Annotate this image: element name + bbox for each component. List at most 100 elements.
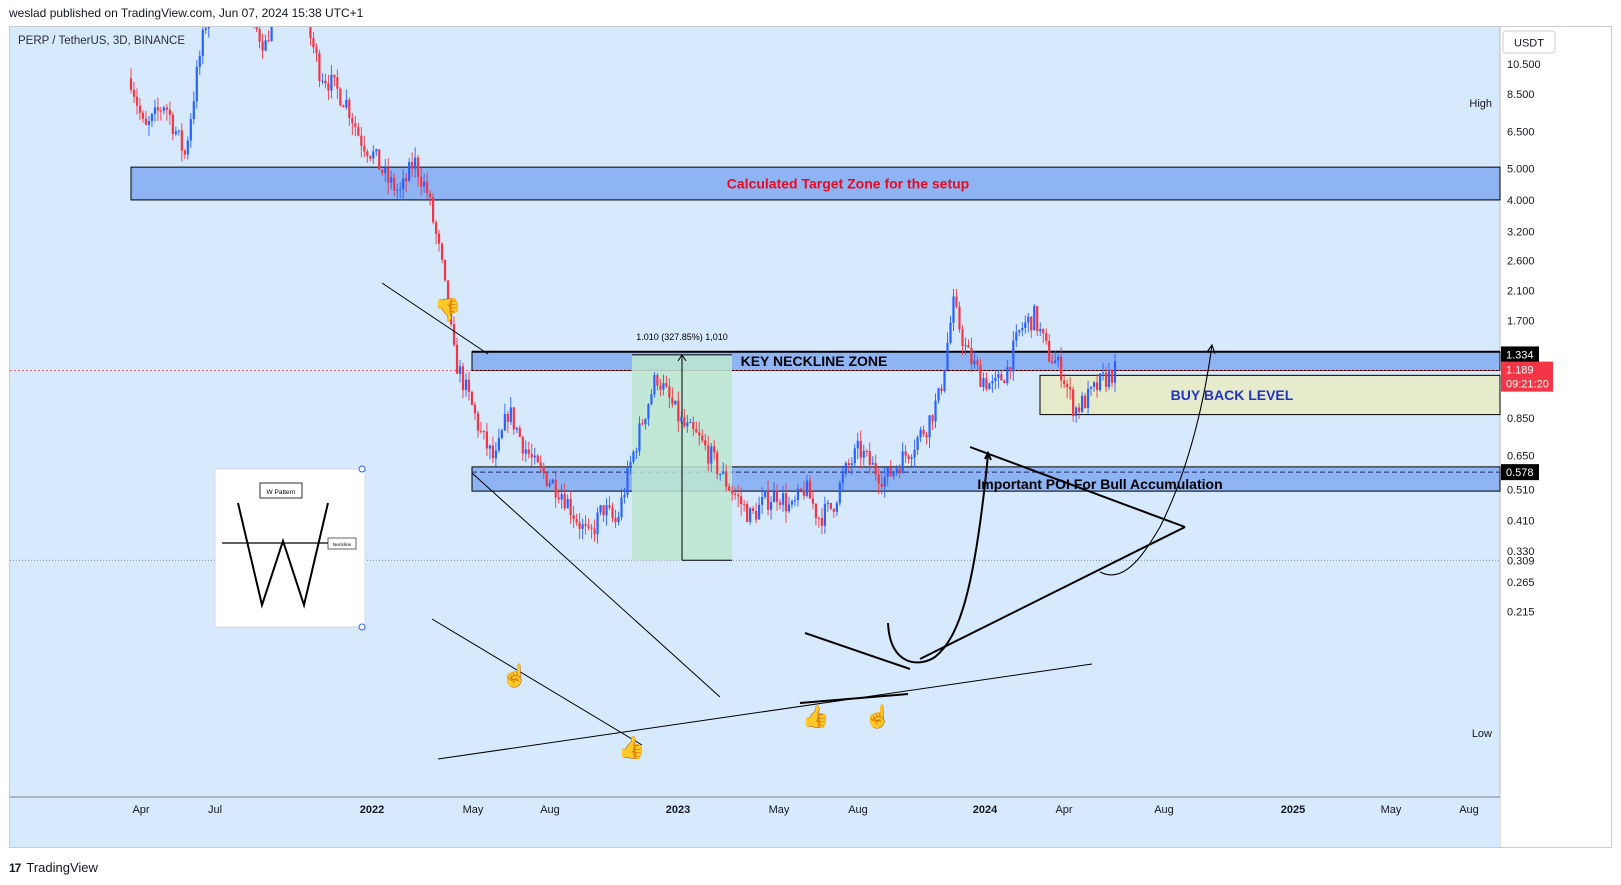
candle-body [787, 504, 791, 512]
candle-body [530, 454, 533, 458]
candle-body [823, 503, 826, 526]
candle-body [904, 451, 907, 456]
candle-body [964, 345, 967, 347]
candle-body [315, 47, 318, 54]
candle-body [390, 177, 393, 183]
candle-body [1039, 328, 1042, 332]
candle-body [850, 463, 853, 465]
currency-badge-box[interactable] [1502, 30, 1556, 54]
price-chart[interactable]: 1.010 (327.85%) 1,010 Calculated Target … [10, 27, 1612, 848]
candle-body [668, 386, 671, 398]
candle-body [710, 446, 713, 464]
buyback-label: BUY BACK LEVEL [1171, 387, 1294, 403]
w-pattern-inset[interactable]: W Pattern Neckline [214, 465, 366, 631]
candle-body [192, 101, 195, 120]
inset-neckline-label: Neckline [333, 542, 352, 548]
candle-body [324, 80, 327, 84]
candle-body [734, 493, 737, 495]
candle-body [180, 130, 183, 151]
candle-body [1057, 356, 1060, 361]
candle-body [458, 366, 462, 374]
candle-body [575, 518, 578, 523]
candle-body [467, 379, 471, 392]
candle-body [177, 130, 180, 132]
candle-body [581, 524, 584, 529]
candle-body [333, 74, 336, 78]
candle-body [757, 504, 761, 520]
candle-body [321, 80, 324, 82]
inset-handle-bottom[interactable] [358, 623, 366, 631]
candle-body [796, 488, 800, 501]
time-tick: May [1381, 804, 1402, 816]
candle-body [772, 490, 776, 503]
price-axis-panel[interactable] [1500, 27, 1612, 848]
time-axis: Apr Jul 2022 May Aug 2023 May Aug 2024 Apr Aug 2025… [132, 804, 1478, 816]
rounded-bottom-curve [887, 454, 989, 664]
candle-body [488, 445, 492, 449]
candle-body [916, 437, 919, 450]
candle-body [913, 449, 916, 458]
candle-body [452, 324, 456, 345]
candle-body [491, 445, 494, 459]
target-zone-label: Calculated Target Zone for the setup [727, 176, 969, 192]
candle-body [423, 181, 426, 187]
price-tick: 4.000 [1507, 195, 1535, 207]
neckline-price-marker-box [1501, 346, 1539, 363]
candle-body [799, 488, 803, 491]
time-tick: 2023 [666, 804, 690, 816]
candle-body [434, 222, 438, 234]
candle-body [533, 455, 536, 458]
candle-body [1012, 340, 1015, 372]
candle-body [396, 189, 399, 191]
candle-body [937, 388, 940, 401]
candle-body [805, 480, 809, 497]
candle-body [417, 157, 420, 177]
target-zone-box [130, 166, 1501, 201]
candle-body [464, 379, 468, 390]
candle-body [512, 407, 515, 430]
price-tick: 3.200 [1507, 226, 1535, 238]
candle-body [1063, 380, 1066, 385]
candle-body [479, 430, 483, 432]
candle-body [704, 440, 707, 446]
currency-label[interactable]: USDT [1514, 38, 1544, 50]
rounded-bottom-arrow [984, 450, 992, 461]
last-price-box [1501, 361, 1553, 392]
candle-body [883, 477, 886, 487]
base-line [799, 693, 909, 704]
time-tick: Aug [848, 804, 868, 816]
candle-body [605, 505, 608, 516]
inset-handle-top[interactable] [358, 465, 366, 473]
candle-body [330, 74, 333, 91]
candle-body [737, 494, 740, 497]
footer-brand[interactable]: 17 TradingView [9, 860, 98, 875]
candle-body [647, 404, 650, 419]
candle-body [617, 517, 620, 523]
high-label: High [1469, 98, 1492, 110]
candle-body [461, 366, 465, 390]
candle-body [835, 503, 838, 512]
time-tick: Jul [208, 804, 222, 816]
chart-panel[interactable]: PERP / TetherUS, 3D, BINANCE 1.010 (327.… [9, 26, 1612, 848]
candle-body [985, 378, 988, 390]
pointing-hand-icon: ☝ [501, 662, 528, 689]
triangle-upper [969, 446, 1186, 528]
candle-body [524, 449, 527, 454]
candle-body [1021, 327, 1024, 331]
inset-title-box [259, 482, 303, 499]
time-axis-panel[interactable] [10, 797, 1500, 848]
time-tick: 2025 [1281, 804, 1305, 816]
neckline-price-marker: 1.334 [1506, 349, 1534, 361]
falling-wedge-top [804, 632, 911, 670]
time-tick: Aug [1154, 804, 1174, 816]
poi-price-marker: 0.578 [1506, 467, 1534, 479]
candle-body [1101, 372, 1105, 374]
support-line-left [431, 618, 643, 746]
candle-body [443, 259, 447, 281]
pointing-hand-icon: ☝ [864, 703, 891, 730]
candle-body [539, 462, 542, 467]
last-price: 1.189 [1506, 365, 1534, 377]
inset-title: W Pattern [267, 489, 296, 496]
candle-body [1081, 395, 1084, 412]
low-label: Low [1472, 728, 1492, 740]
